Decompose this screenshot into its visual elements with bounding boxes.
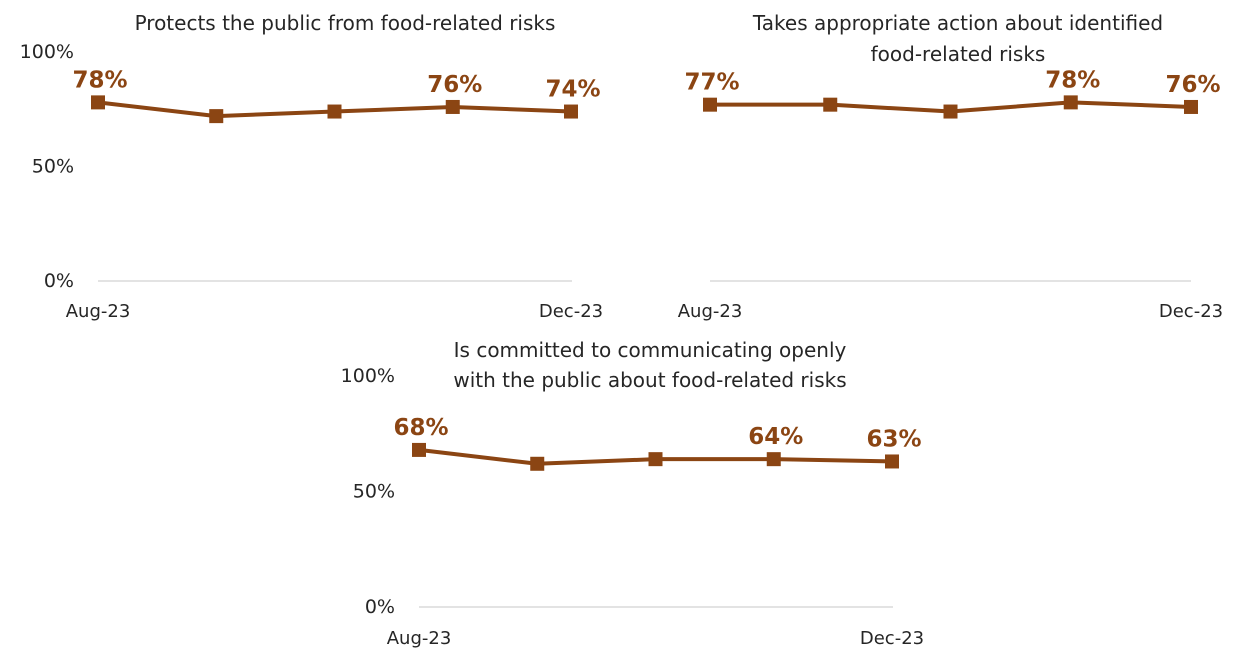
data-label: 78% (1045, 67, 1100, 93)
data-point (91, 95, 105, 110)
chart-panel-3: Is committed to communicating openly with… (341, 338, 924, 649)
x-tick-label: Aug-23 (678, 301, 743, 322)
data-label: 68% (393, 415, 448, 441)
data-point (327, 104, 342, 119)
y-tick-label: 50% (353, 481, 395, 503)
x-tick-label: Dec-23 (860, 628, 924, 649)
data-point (1063, 95, 1078, 110)
chart-panel-1: Protects the public from food-related ri… (20, 11, 603, 322)
data-label: 76% (1165, 72, 1220, 98)
data-point (564, 104, 578, 119)
data-point (943, 104, 958, 119)
data-label: 74% (545, 77, 600, 103)
y-tick-label: 0% (365, 596, 395, 618)
y-tick-label: 0% (44, 270, 74, 292)
x-tick-label: Dec-23 (539, 301, 603, 322)
x-tick-label: Aug-23 (387, 628, 452, 649)
y-tick-label: 100% (341, 365, 395, 387)
data-label: 63% (866, 426, 921, 452)
data-point (648, 452, 663, 467)
chart-title: Takes appropriate action about identifie… (752, 11, 1163, 35)
chart-title: Protects the public from food-related ri… (135, 11, 556, 35)
data-point (209, 109, 224, 124)
x-tick-label: Aug-23 (66, 301, 131, 322)
data-point (445, 99, 460, 114)
chart-title: Is committed to communicating openly (454, 338, 847, 362)
y-tick-label: 100% (20, 41, 74, 63)
data-point (823, 97, 838, 112)
data-point (766, 452, 781, 467)
data-label: 78% (72, 67, 127, 93)
data-label: 64% (748, 424, 803, 450)
y-tick-label: 50% (32, 156, 74, 178)
chart-panel-2: Takes appropriate action about identifie… (678, 11, 1223, 322)
data-point (412, 442, 426, 457)
data-point (530, 456, 545, 471)
data-label: 76% (427, 72, 482, 98)
chart-title: food-related risks (871, 42, 1046, 66)
x-tick-label: Dec-23 (1159, 301, 1223, 322)
chart-title: with the public about food-related risks (453, 368, 846, 392)
data-point (1184, 99, 1198, 114)
data-label: 77% (684, 70, 739, 96)
data-point (703, 97, 717, 112)
data-point (885, 454, 899, 469)
